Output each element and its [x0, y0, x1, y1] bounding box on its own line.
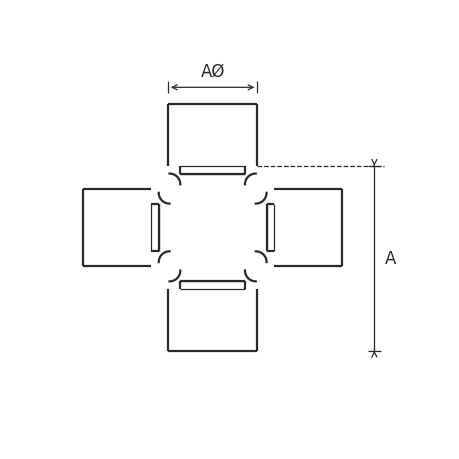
- Text: AØ: AØ: [200, 62, 224, 80]
- Text: A: A: [384, 250, 396, 268]
